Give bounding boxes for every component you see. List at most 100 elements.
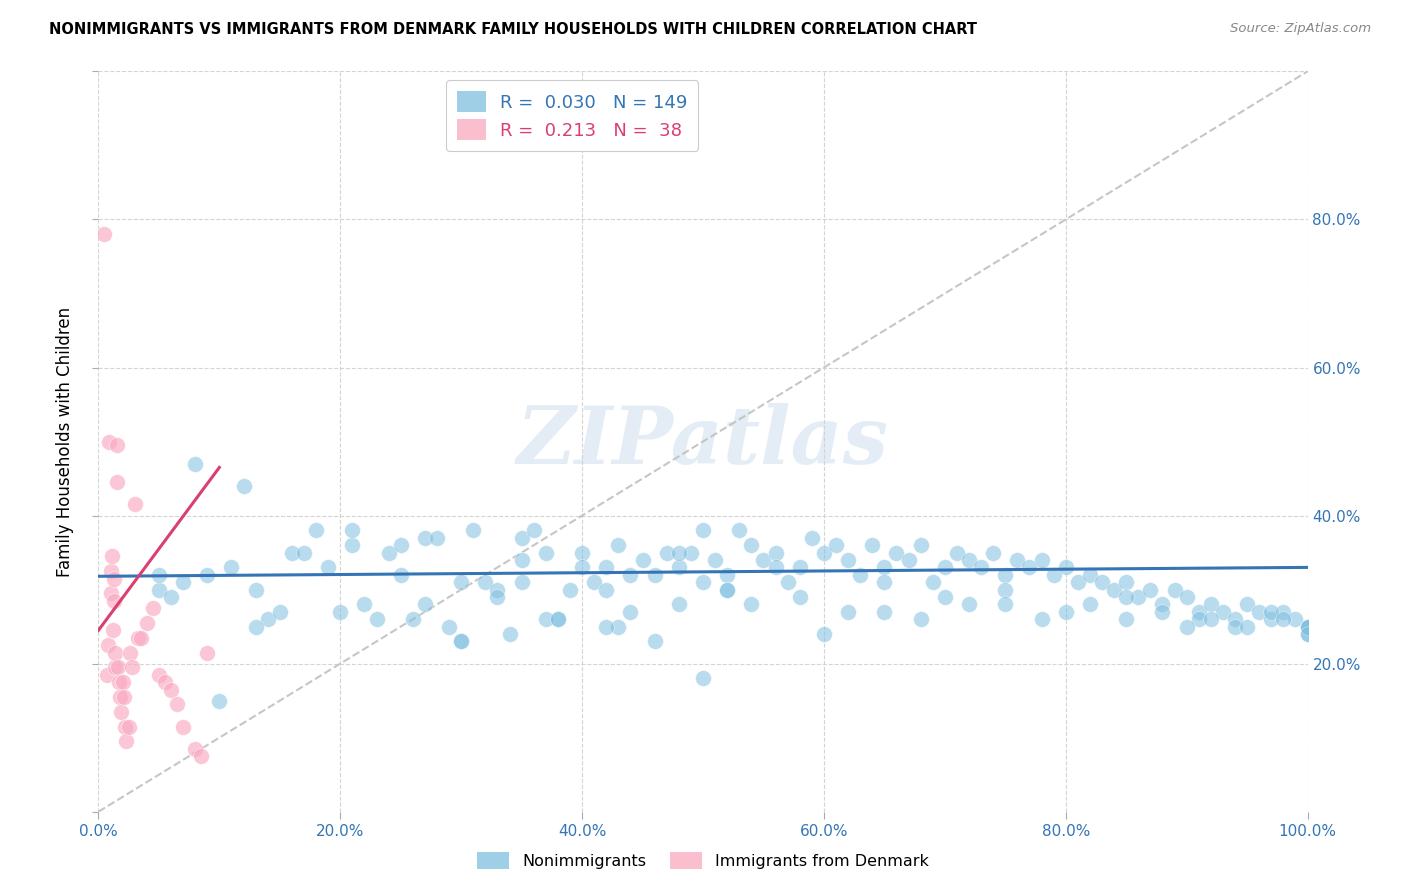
Point (342, 538, 364, 552)
Point (195, 646, 218, 660)
Point (644, 634, 666, 648)
Point (124, 498, 146, 512)
Point (607, 619, 630, 633)
Point (1031, 553, 1053, 567)
Point (510, 575, 533, 590)
Point (450, 575, 472, 590)
Point (644, 567, 666, 582)
Point (118, 720, 141, 734)
Point (704, 553, 727, 567)
Point (100, 564, 122, 578)
Point (1223, 612, 1246, 626)
Point (825, 538, 848, 552)
Point (413, 531, 436, 545)
Point (1188, 612, 1211, 626)
Point (281, 546, 304, 560)
Point (114, 720, 136, 734)
Point (112, 690, 135, 704)
Point (1102, 582, 1125, 597)
Point (105, 475, 128, 490)
Point (692, 672, 714, 686)
Point (897, 553, 920, 567)
Legend: Nonimmigrants, Immigrants from Denmark: Nonimmigrants, Immigrants from Denmark (471, 846, 935, 875)
Point (97, 638, 120, 652)
Point (1128, 590, 1150, 604)
Point (1296, 627, 1319, 641)
Point (1054, 605, 1077, 619)
Point (1115, 590, 1137, 604)
Point (510, 531, 533, 545)
Point (96, 667, 118, 681)
Point (195, 567, 218, 582)
Point (1296, 619, 1319, 633)
Point (437, 619, 460, 633)
Point (1296, 619, 1319, 633)
Point (981, 546, 1004, 560)
Point (160, 682, 183, 697)
Text: Source: ZipAtlas.com: Source: ZipAtlas.com (1230, 22, 1371, 36)
Point (740, 538, 762, 552)
Point (716, 582, 738, 597)
Point (221, 560, 243, 574)
Point (910, 612, 932, 626)
Point (104, 646, 127, 660)
Point (668, 546, 690, 560)
Point (184, 457, 207, 471)
Point (127, 631, 149, 645)
Point (1163, 582, 1185, 597)
Point (166, 698, 188, 712)
Point (245, 582, 267, 597)
Point (1236, 619, 1258, 633)
Point (103, 593, 125, 607)
Point (329, 605, 352, 619)
Point (342, 524, 364, 538)
Point (245, 619, 267, 633)
Point (1007, 553, 1029, 567)
Point (837, 553, 859, 567)
Point (534, 612, 557, 626)
Point (389, 567, 412, 582)
Point (776, 575, 799, 590)
Y-axis label: Family Households with Children: Family Households with Children (56, 307, 75, 576)
Point (692, 575, 714, 590)
Point (474, 575, 496, 590)
Point (118, 646, 141, 660)
Point (1272, 605, 1295, 619)
Point (752, 553, 775, 567)
Point (292, 546, 315, 560)
Point (121, 660, 143, 674)
Point (172, 720, 194, 734)
Point (1115, 612, 1137, 626)
Point (413, 598, 436, 612)
Point (934, 560, 956, 574)
Point (426, 531, 449, 545)
Point (558, 582, 581, 597)
Point (921, 575, 943, 590)
Point (184, 741, 207, 756)
Point (377, 546, 399, 560)
Point (208, 694, 231, 708)
Point (547, 612, 569, 626)
Point (619, 605, 641, 619)
Point (190, 749, 212, 764)
Point (153, 675, 176, 690)
Point (389, 538, 412, 552)
Point (111, 675, 134, 690)
Point (765, 546, 787, 560)
Point (716, 582, 738, 597)
Point (353, 598, 375, 612)
Point (523, 524, 546, 538)
Point (1054, 560, 1077, 574)
Point (994, 582, 1017, 597)
Point (679, 546, 702, 560)
Point (1042, 567, 1064, 582)
Point (668, 598, 690, 612)
Point (510, 553, 533, 567)
Point (571, 546, 593, 560)
Point (115, 734, 138, 748)
Point (910, 538, 932, 552)
Point (305, 524, 328, 538)
Point (813, 546, 835, 560)
Point (256, 612, 278, 626)
Point (101, 624, 124, 638)
